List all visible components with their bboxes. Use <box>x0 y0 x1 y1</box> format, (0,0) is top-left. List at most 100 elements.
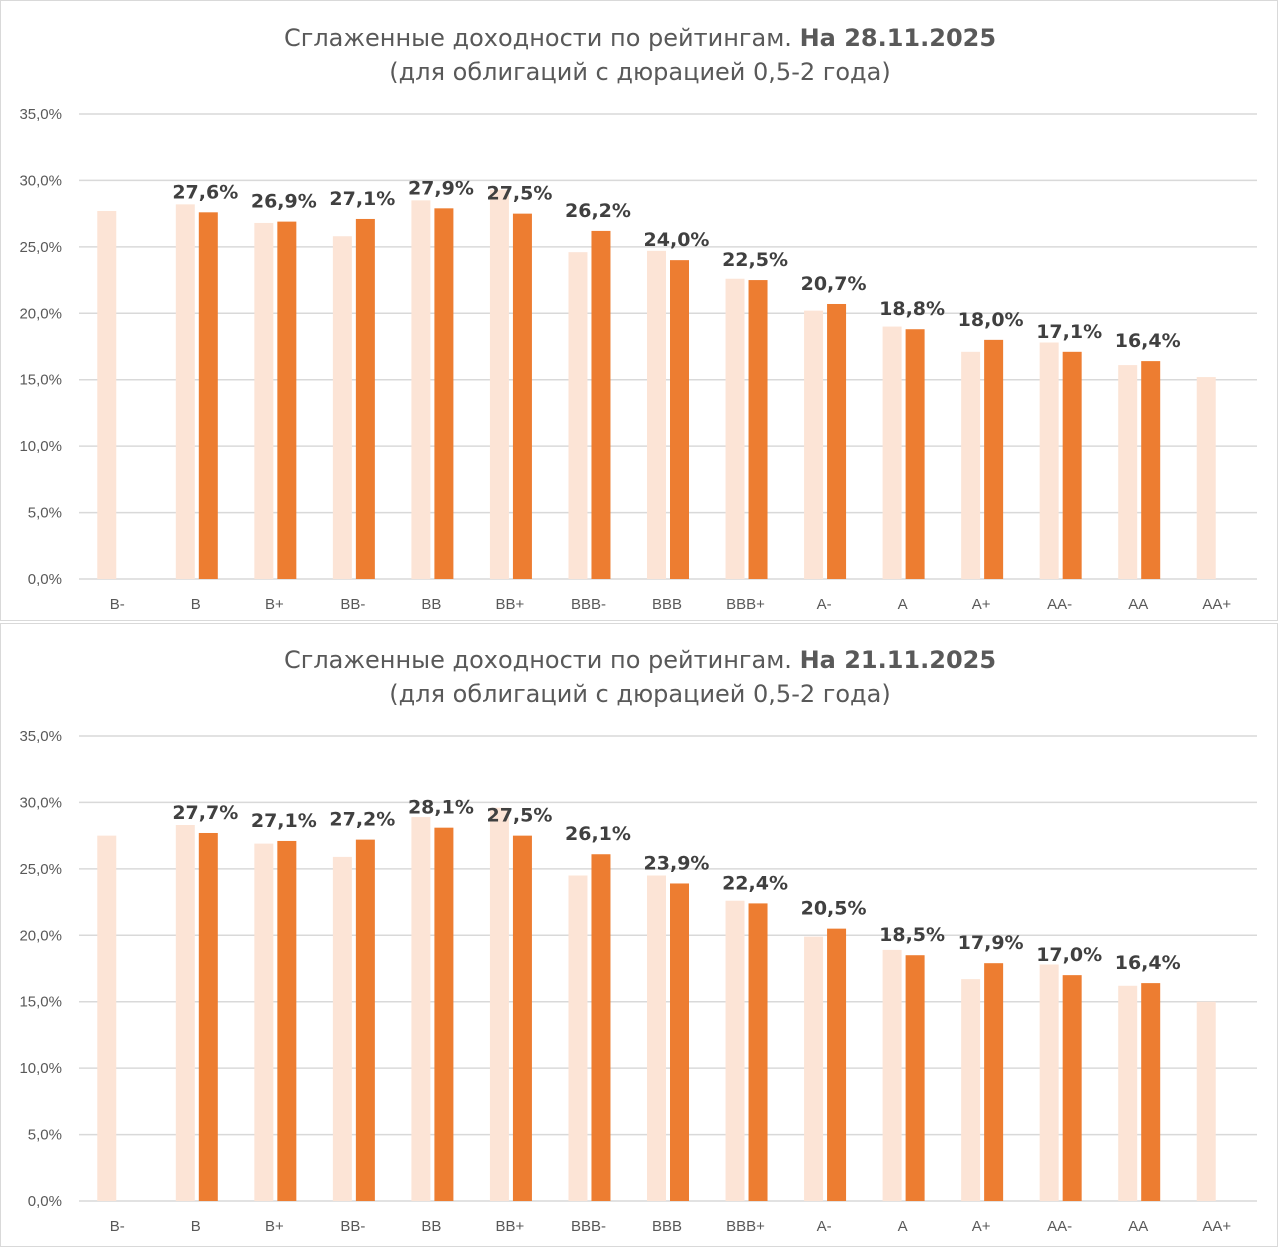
bar-current-A <box>905 955 925 1201</box>
bar-current-AA- <box>1062 975 1082 1201</box>
bar-current-BB <box>434 208 454 580</box>
data-label-AA-: 17,0% <box>1036 944 1102 966</box>
data-label-A+: 18,0% <box>958 309 1024 331</box>
bar-current-BB+ <box>512 835 532 1201</box>
y-tick-label: 0,0% <box>28 571 62 588</box>
bar-previous-BBB- <box>568 875 588 1201</box>
bar-previous-AA <box>1118 365 1138 579</box>
bar-previous-BBB <box>647 875 666 1201</box>
bar-previous-AA- <box>1039 964 1059 1201</box>
bar-previous-BBB <box>647 250 666 580</box>
bar-previous-AA+ <box>1196 377 1216 579</box>
chart-panel-2025-11-21: Сглаженные доходности по рейтингам. На 2… <box>0 623 1278 1247</box>
bar-previous-BBB- <box>568 252 588 579</box>
category-label-BB: BB <box>421 1218 441 1235</box>
data-label-BBB: 23,9% <box>644 852 710 874</box>
data-label-A: 18,8% <box>879 298 945 320</box>
chart-subtitle: (для облигаций с дюрацией 0,5-2 года) <box>389 58 890 86</box>
bar-current-A- <box>827 303 847 579</box>
bar-current-BBB <box>670 883 689 1201</box>
bar-current-BBB+ <box>748 903 768 1201</box>
data-labels: 27,7% 27,1% 27,2% 28,1% 27,5% 26,1% 23,9% 22,4%… <box>172 797 1180 974</box>
bar-current-B <box>198 832 218 1201</box>
category-label-A-: A- <box>817 596 832 613</box>
data-label-BB-: 27,2% <box>329 809 395 831</box>
category-label-BB-: BB- <box>340 596 365 613</box>
category-label-BB+: BB+ <box>496 1218 525 1235</box>
y-tick-label: 35,0% <box>19 106 62 123</box>
bars <box>97 807 1216 1201</box>
x-axis-categories: B- B B+ BB- BB BB+ BBB- BBB BBB+ A- A A+ AA- AA AA+ <box>110 596 1232 613</box>
bar-previous-A <box>882 326 902 579</box>
bar-previous-BB- <box>332 236 352 579</box>
bar-current-AA <box>1141 361 1161 579</box>
data-label-BBB-: 26,2% <box>565 200 631 222</box>
data-label-BB+: 27,5% <box>486 805 552 827</box>
bar-previous-B <box>175 825 195 1201</box>
bar-current-A+ <box>984 339 1004 579</box>
y-tick-label: 25,0% <box>19 239 62 256</box>
bar-previous-AA <box>1118 985 1138 1201</box>
category-label-BBB+: BBB+ <box>726 596 765 613</box>
y-tick-label: 30,0% <box>19 794 62 811</box>
chart-svg: Сглаженные доходности по рейтингам. На 2… <box>19 646 1257 1235</box>
chart-svg: Сглаженные доходности по рейтингам. На 2… <box>19 24 1257 613</box>
data-label-AA-: 17,1% <box>1036 321 1102 343</box>
category-label-AA: AA <box>1128 596 1148 613</box>
bar-current-B+ <box>277 221 297 579</box>
bar-current-A <box>905 329 925 579</box>
bar-previous-B <box>175 204 195 580</box>
gridlines <box>79 113 1257 580</box>
chart-subtitle: (для облигаций с дюрацией 0,5-2 года) <box>389 680 890 708</box>
category-label-B: B <box>191 1218 201 1235</box>
category-label-BBB-: BBB- <box>571 1218 606 1235</box>
y-tick-label: 25,0% <box>19 861 62 878</box>
bar-current-BBB- <box>591 230 611 579</box>
y-tick-label: 10,0% <box>19 438 62 455</box>
y-axis-ticks: 0,0% 5,0% 10,0% 15,0% 20,0% 25,0% 30,0% 35,0% <box>19 106 62 588</box>
data-label-B+: 26,9% <box>251 191 317 213</box>
bar-previous-AA- <box>1039 342 1059 579</box>
chart-title-date: На 21.11.2025 <box>800 646 996 674</box>
data-label-BB+: 27,5% <box>486 183 552 205</box>
bar-previous-BBB+ <box>725 278 745 579</box>
data-label-BB: 27,9% <box>408 177 474 199</box>
data-label-BBB-: 26,1% <box>565 823 631 845</box>
data-label-BB: 28,1% <box>408 797 474 819</box>
category-label-BBB-: BBB- <box>571 596 606 613</box>
bar-current-BB- <box>355 839 375 1201</box>
data-label-BBB+: 22,4% <box>722 872 788 894</box>
y-tick-label: 5,0% <box>28 1127 62 1144</box>
data-label-A-: 20,5% <box>801 898 867 920</box>
y-tick-label: 15,0% <box>19 994 62 1011</box>
category-label-BBB+: BBB+ <box>726 1218 765 1235</box>
bar-previous-BB <box>411 200 431 579</box>
category-label-BBB: BBB <box>652 596 682 613</box>
data-label-AA: 16,4% <box>1115 330 1181 352</box>
category-label-B+: B+ <box>265 596 284 613</box>
bar-current-B+ <box>277 840 297 1201</box>
y-tick-label: 35,0% <box>19 728 62 745</box>
bar-previous-AA+ <box>1196 1001 1216 1201</box>
y-tick-label: 10,0% <box>19 1060 62 1077</box>
bar-previous-B+ <box>254 222 274 579</box>
category-label-AA-: AA- <box>1047 596 1072 613</box>
bar-previous-A- <box>804 936 824 1201</box>
category-label-B+: B+ <box>265 1218 284 1235</box>
data-labels: 27,6% 26,9% 27,1% 27,9% 27,5% 26,2% 24,0% 22,5%… <box>172 177 1180 352</box>
bar-current-AA- <box>1062 351 1082 579</box>
y-tick-label: 20,0% <box>19 305 62 322</box>
category-label-B-: B- <box>110 596 125 613</box>
bar-previous-BB- <box>332 856 352 1201</box>
category-label-B-: B- <box>110 1218 125 1235</box>
category-label-AA+: AA+ <box>1202 596 1231 613</box>
bar-previous-BB+ <box>489 189 509 579</box>
bar-current-A- <box>827 928 847 1201</box>
y-tick-label: 30,0% <box>19 172 62 189</box>
bar-previous-BB+ <box>489 807 509 1201</box>
bar-previous-BB <box>411 817 431 1201</box>
bar-previous-A+ <box>961 979 981 1201</box>
bar-current-A+ <box>984 963 1004 1201</box>
y-tick-label: 15,0% <box>19 372 62 389</box>
y-axis-ticks: 0,0% 5,0% 10,0% 15,0% 20,0% 25,0% 30,0% 35,0% <box>19 728 62 1210</box>
